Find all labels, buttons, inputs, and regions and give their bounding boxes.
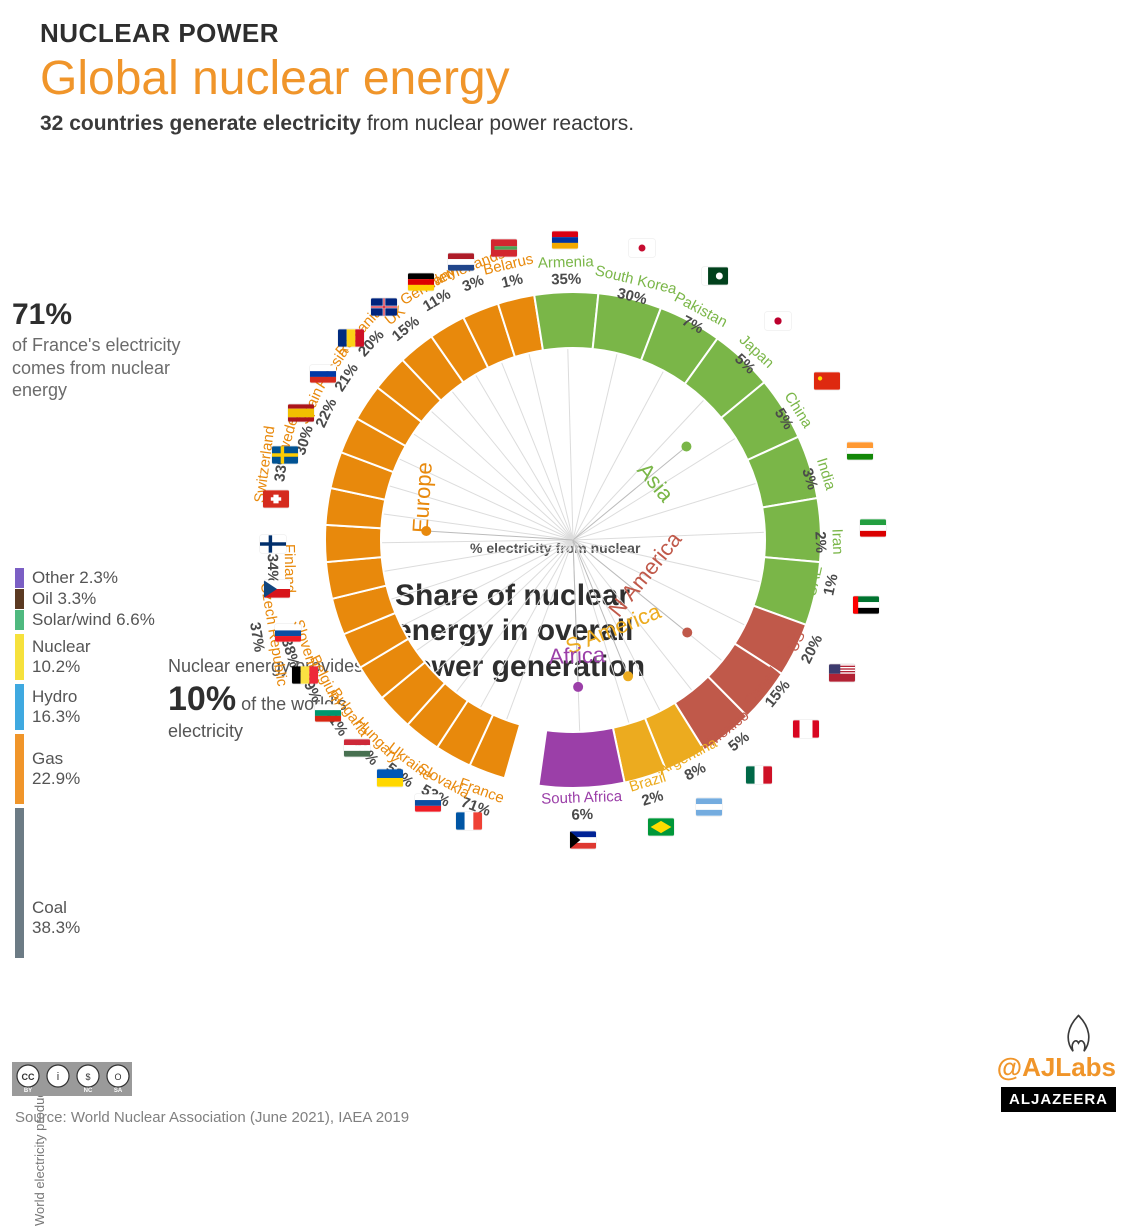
- flag-icon-slovenia: [275, 624, 301, 642]
- flag-icon-netherlands: [448, 253, 474, 271]
- flag-icon-sweden: [272, 446, 298, 464]
- flag-icon-spain: [288, 404, 314, 422]
- svg-text:O: O: [114, 1072, 121, 1082]
- flag-icon-germany: [408, 273, 434, 291]
- flag-icon-czech-republic: [264, 580, 290, 598]
- flag-icon-romania: [338, 329, 364, 347]
- flag-icon-switzerland: [263, 490, 289, 508]
- source-text: Source: World Nuclear Association (June …: [15, 1109, 409, 1126]
- flag-icon-brazil: [648, 818, 674, 836]
- flag-icon-pakistan: [702, 267, 728, 285]
- arc-segment-south-africa[interactable]: [538, 728, 624, 788]
- svg-text:i: i: [57, 1071, 59, 1083]
- flag-icon-ukraine: [377, 769, 403, 787]
- flag-icon-finland: [260, 535, 286, 553]
- svg-text:CC: CC: [22, 1072, 35, 1082]
- flag-icon-india: [847, 442, 873, 460]
- svg-text:NC: NC: [84, 1088, 93, 1094]
- aljazeera-flame-icon: [1051, 1010, 1106, 1065]
- aljazeera-logo: ALJAZEERA: [1001, 1087, 1116, 1112]
- flag-icon-south-africa: [570, 831, 596, 849]
- cc-license-badge[interactable]: CC i $ O BY NC SA: [12, 1062, 132, 1096]
- flag-icon-armenia: [552, 231, 578, 249]
- flag-icon-bulgaria: [315, 704, 341, 722]
- region-label-europe: Europe: [408, 461, 438, 533]
- flag-icon-us: [829, 664, 855, 682]
- flag-icon-iran: [860, 519, 886, 537]
- flag-icon-uk: [371, 298, 397, 316]
- flag-icon-belgium: [292, 666, 318, 684]
- country-label-armenia: Armenia 35%: [537, 253, 594, 289]
- flag-icon-russia: [310, 365, 336, 383]
- country-label-south-africa: South Africa 6%: [541, 788, 623, 825]
- region-label-africa: Africa: [548, 642, 605, 670]
- flag-icon-china: [814, 372, 840, 390]
- svg-text:BY: BY: [24, 1088, 32, 1094]
- flag-icon-canada: [793, 720, 819, 738]
- cc-license-icons[interactable]: CC i $ O BY NC SA: [12, 1062, 132, 1096]
- flag-icon-hungary: [344, 739, 370, 757]
- flag-icon-slovakia: [415, 794, 441, 812]
- flag-icon-argentina: [696, 798, 722, 816]
- country-label-iran: Iran 2%: [811, 528, 847, 555]
- flag-icon-uae: [853, 596, 879, 614]
- arc-segment-armenia[interactable]: [534, 292, 598, 350]
- flag-icon-japan: [765, 312, 791, 330]
- arc-segment-finland[interactable]: [325, 525, 382, 562]
- svg-text:$: $: [85, 1072, 90, 1082]
- nuclear-share-wheel: France71%Slovakia53%Ukraine51%Hungary48%…: [0, 0, 1146, 1140]
- flag-icon-mexico: [746, 766, 772, 784]
- flag-icon-south-korea: [629, 239, 655, 257]
- svg-text:SA: SA: [114, 1088, 123, 1094]
- flag-icon-belarus: [491, 239, 517, 257]
- flag-icon-france: [456, 812, 482, 830]
